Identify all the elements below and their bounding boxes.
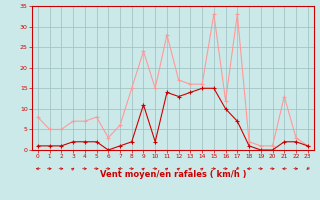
X-axis label: Vent moyen/en rafales ( km/h ): Vent moyen/en rafales ( km/h ) bbox=[100, 170, 246, 179]
